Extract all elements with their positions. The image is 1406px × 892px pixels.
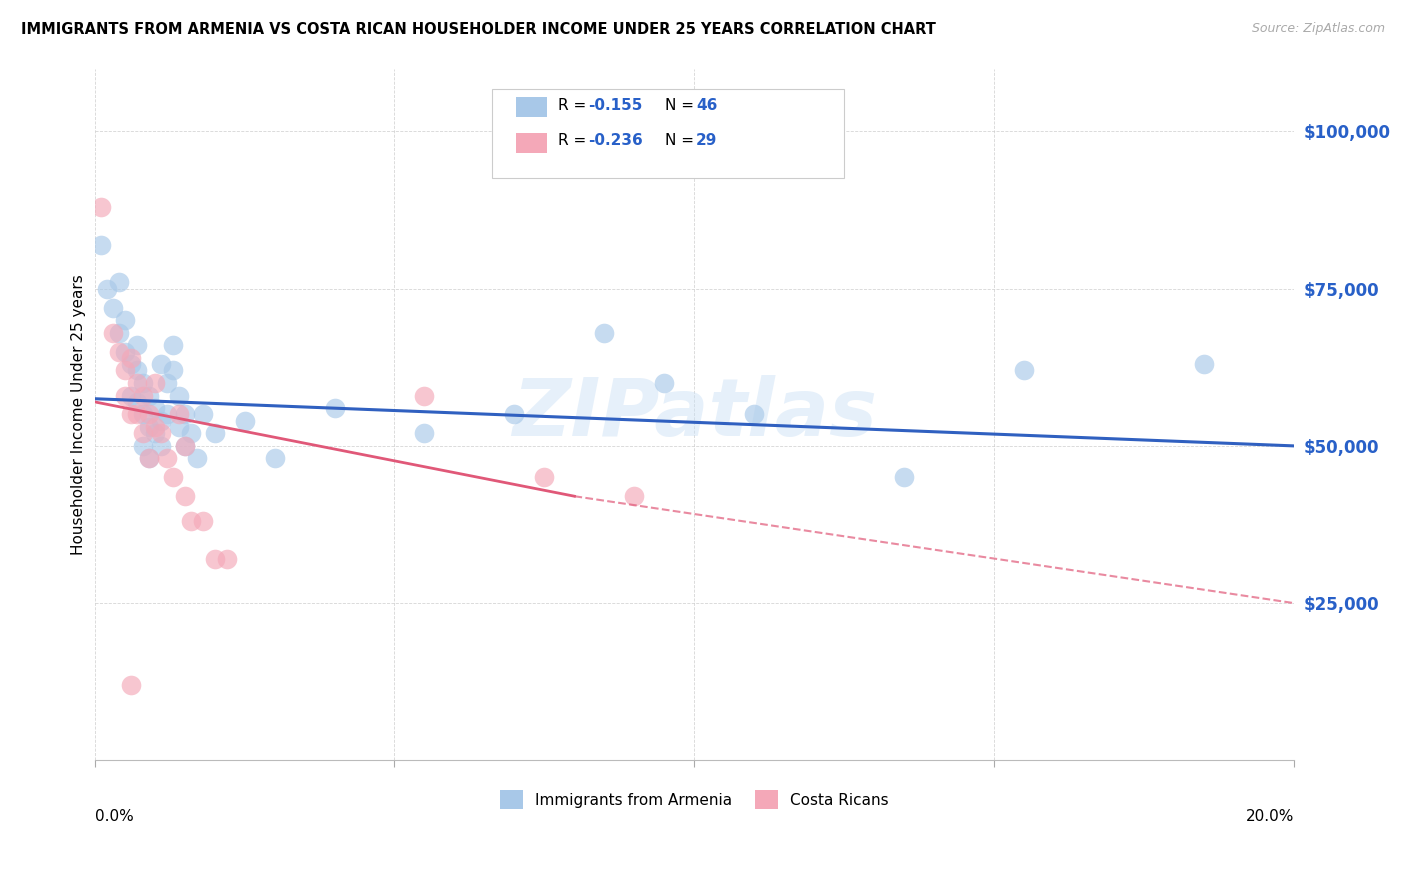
Text: R =: R = [558, 98, 592, 112]
Point [131, 439, 153, 453]
Point [1014, 363, 1036, 377]
Point [114, 344, 136, 359]
Point [180, 426, 202, 441]
Point [138, 388, 160, 402]
Point [413, 388, 436, 402]
Text: N =: N = [665, 134, 699, 148]
Point [114, 363, 136, 377]
Point [173, 439, 195, 453]
Point [533, 470, 555, 484]
Point [143, 376, 166, 390]
Point [215, 552, 238, 566]
Point [125, 338, 148, 352]
Point [125, 395, 148, 409]
Point [167, 420, 190, 434]
Point [1194, 357, 1216, 371]
Text: 46: 46 [696, 98, 717, 112]
Text: -0.155: -0.155 [588, 98, 643, 112]
Point [131, 376, 153, 390]
Point [149, 414, 172, 428]
Point [173, 439, 195, 453]
Point [120, 408, 142, 422]
Point [155, 376, 177, 390]
Point [623, 489, 645, 503]
Point [114, 313, 136, 327]
Point [263, 451, 285, 466]
Point [131, 426, 153, 441]
Point [149, 426, 172, 441]
Text: IMMIGRANTS FROM ARMENIA VS COSTA RICAN HOUSEHOLDER INCOME UNDER 25 YEARS CORRELA: IMMIGRANTS FROM ARMENIA VS COSTA RICAN H… [21, 22, 936, 37]
Point [893, 470, 915, 484]
Point [114, 388, 136, 402]
Text: R =: R = [558, 134, 592, 148]
Point [131, 408, 153, 422]
Point [90, 237, 112, 252]
Legend: Immigrants from Armenia, Costa Ricans: Immigrants from Armenia, Costa Ricans [494, 784, 896, 815]
Point [593, 326, 616, 340]
Point [149, 439, 172, 453]
Point [162, 470, 184, 484]
Point [413, 426, 436, 441]
Point [143, 426, 166, 441]
Point [131, 388, 153, 402]
Text: N =: N = [665, 98, 699, 112]
Point [173, 489, 195, 503]
Point [167, 408, 190, 422]
Text: 0.0%: 0.0% [94, 809, 134, 824]
Point [162, 338, 184, 352]
Text: -0.236: -0.236 [588, 134, 643, 148]
Point [744, 408, 766, 422]
Point [138, 420, 160, 434]
Point [323, 401, 346, 416]
Point [125, 376, 148, 390]
Point [107, 326, 129, 340]
Point [120, 678, 142, 692]
Point [96, 282, 118, 296]
Point [503, 408, 526, 422]
Point [138, 408, 160, 422]
Point [204, 552, 226, 566]
Point [138, 451, 160, 466]
Point [107, 276, 129, 290]
Y-axis label: Householder Income Under 25 years: Householder Income Under 25 years [72, 274, 86, 555]
Point [173, 408, 195, 422]
Point [654, 376, 676, 390]
Point [101, 301, 124, 315]
Point [149, 357, 172, 371]
Point [120, 357, 142, 371]
Point [162, 363, 184, 377]
Point [180, 515, 202, 529]
Point [90, 200, 112, 214]
Point [233, 414, 256, 428]
Point [167, 388, 190, 402]
Point [107, 344, 129, 359]
Point [143, 401, 166, 416]
Point [186, 451, 208, 466]
Point [191, 515, 214, 529]
Text: ZIPatlas: ZIPatlas [512, 376, 877, 453]
Point [101, 326, 124, 340]
Point [120, 388, 142, 402]
Text: 29: 29 [696, 134, 717, 148]
Point [125, 363, 148, 377]
Point [155, 451, 177, 466]
Point [120, 351, 142, 365]
Point [204, 426, 226, 441]
Point [138, 451, 160, 466]
Point [155, 408, 177, 422]
Text: Source: ZipAtlas.com: Source: ZipAtlas.com [1251, 22, 1385, 36]
Point [125, 408, 148, 422]
Text: 20.0%: 20.0% [1246, 809, 1295, 824]
Point [143, 420, 166, 434]
Point [191, 408, 214, 422]
